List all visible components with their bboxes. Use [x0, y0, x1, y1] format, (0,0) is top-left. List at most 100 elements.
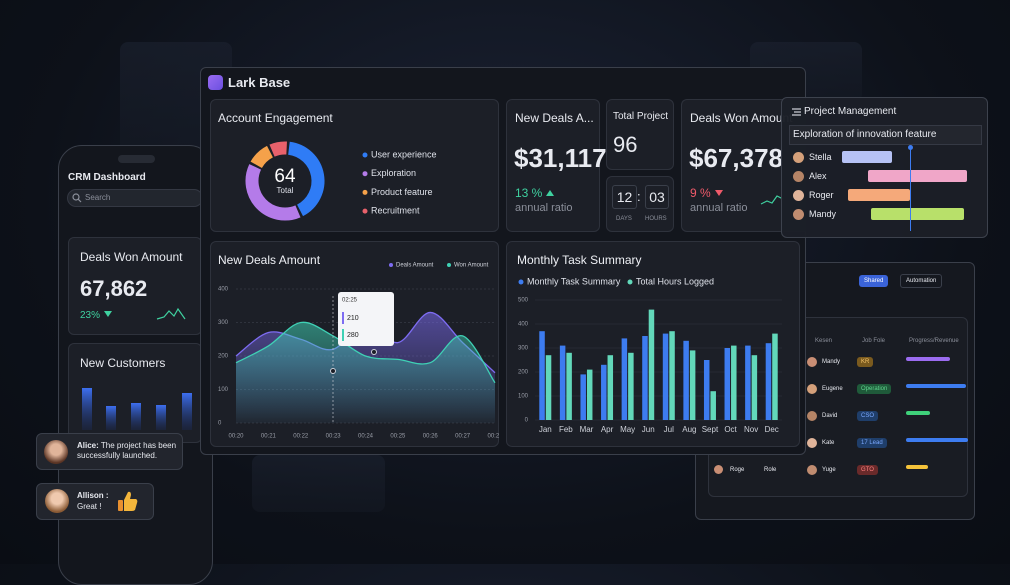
bar [607, 355, 614, 420]
tooltip [338, 292, 394, 346]
amount: $67,378 [689, 143, 783, 173]
y-tick-label: 0 [525, 418, 529, 424]
progress-bar [906, 357, 950, 361]
x-tick-label: Feb [559, 425, 573, 434]
x-tick-label: Oct [724, 425, 737, 434]
avatar [45, 489, 69, 513]
tooltip-swatch [342, 312, 344, 324]
donut-chart: User experience Exploration Product featur… [245, 141, 437, 221]
gantt-bar [842, 151, 892, 163]
x-tick-label: Nov [744, 425, 758, 434]
shared-button[interactable]: Shared [859, 275, 889, 287]
sparkline [760, 195, 784, 205]
x-tick-label: 00:26 [423, 434, 439, 440]
x-tick-label: May [620, 425, 635, 434]
total-project-value: 96 [613, 132, 638, 157]
row-name: Yuge [822, 467, 836, 473]
x-tick-label: 00:23 [326, 434, 342, 440]
legend-label: Total Hours Logged [636, 276, 714, 286]
x-tick-label: Mar [580, 425, 594, 434]
x-tick-label: Jul [664, 425, 674, 434]
column-header: Progress/Revenue [909, 338, 959, 344]
avatar [793, 171, 804, 182]
amount: $31,117 [514, 143, 607, 173]
legend-label: Deals Amount [396, 263, 434, 269]
panel-title: Project Management [804, 106, 897, 117]
separator: : [637, 189, 641, 204]
x-tick-label: Jan [539, 425, 552, 434]
bar [731, 345, 737, 420]
x-tick-label: Jun [642, 425, 655, 434]
tooltip-title: 02:25 [342, 298, 358, 304]
card-title: New Deals A... [515, 111, 594, 125]
person-name: Mandy [809, 209, 837, 219]
total-project-card [606, 99, 674, 170]
today-dot [908, 145, 913, 150]
bar [559, 345, 566, 420]
person-name: Alex [809, 171, 827, 181]
bar [566, 352, 572, 420]
bar [601, 364, 607, 420]
x-tick-label: Sept [702, 425, 719, 434]
message-body: The project has been successfully launch… [77, 441, 177, 460]
role-chip: 17 Lead [857, 438, 887, 448]
role-chip: KR [857, 357, 874, 367]
phone-title: CRM Dashboard [68, 172, 146, 183]
backdrop-panel [252, 455, 385, 512]
progress-bar [906, 384, 966, 388]
task-bar [789, 125, 982, 145]
avatar [807, 384, 817, 394]
column-header: Kesen [815, 338, 833, 344]
legend-dot [362, 189, 368, 195]
arrow-icon [104, 311, 113, 317]
gantt-bar [868, 170, 967, 182]
bar [669, 331, 675, 420]
tooltip-value: 280 [347, 332, 359, 339]
x-tick-label: Aug [682, 425, 696, 434]
crm-deals-title: Deals Won Amount [80, 250, 183, 264]
arrow-icon [546, 190, 555, 196]
tooltip-value: 210 [347, 315, 359, 322]
avatar [807, 438, 817, 448]
note: annual ratio [515, 202, 573, 214]
bar [580, 374, 586, 420]
avatar [793, 190, 804, 201]
donut-label: Total [277, 186, 294, 195]
y-tick-label: 200 [218, 354, 229, 360]
y-tick-label: 300 [218, 320, 229, 326]
message [36, 433, 183, 470]
role-chip: GTO [857, 465, 878, 475]
legend-dot [389, 263, 393, 267]
legend-label: Won Amount [454, 263, 489, 269]
row-name: Eugene [822, 386, 843, 392]
y-tick-label: 400 [518, 322, 529, 328]
card-title: Total Project [613, 111, 669, 122]
crm-deals-change: 23% [80, 311, 113, 321]
card-title: Account Engagement [218, 111, 333, 125]
area-chart: New Deals Amount 0 100 200 300 400 00:20 00:21 0… [218, 253, 499, 440]
x-tick-label: 00:24 [358, 434, 374, 440]
bar [772, 333, 778, 420]
avatar [793, 152, 804, 163]
change-text: 9 % [690, 186, 711, 200]
bar [703, 360, 710, 420]
legend-dot [362, 152, 368, 158]
bar [628, 352, 634, 420]
automation-button[interactable]: Automation [900, 274, 943, 288]
donut-value: 64 [274, 166, 296, 187]
x-tick-label: 00:20 [228, 434, 244, 440]
hover-point [371, 349, 377, 355]
x-tick-label: 00:25 [390, 434, 406, 440]
legend-dot [362, 171, 368, 177]
new-deals-card [506, 99, 600, 232]
change-text: 13 % [515, 186, 543, 200]
row-name: David [822, 413, 838, 419]
crm-deals-card [68, 237, 202, 335]
bar [745, 345, 751, 420]
legend-label: Exploration [371, 168, 416, 178]
donut-segment [250, 145, 274, 169]
x-tick-label: 00:21 [261, 434, 277, 440]
progress-bar [906, 465, 928, 469]
chart-title: New Deals Amount [218, 253, 321, 267]
phone-notch [118, 155, 155, 163]
